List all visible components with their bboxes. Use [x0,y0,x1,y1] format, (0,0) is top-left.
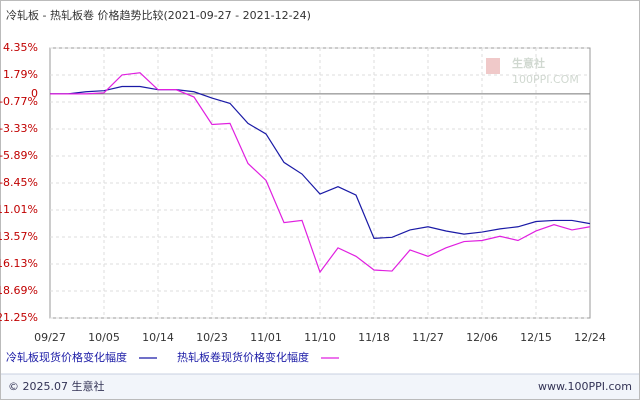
x-tick-label: 10/23 [196,331,228,344]
y-tick-label: -18.69% [0,284,38,297]
legend-label: 冷轧板现货价格变化幅度 [6,350,127,364]
footer-right: www.100PPI.com [538,380,632,393]
y-tick-label: -13.57% [0,230,38,243]
x-tick-label: 10/14 [142,331,174,344]
y-tick-label: 1.79% [3,68,38,81]
watermark: 生意社 100PPI.COM [486,56,579,86]
y-tick-label: -8.45% [0,176,38,189]
y-tick-label: -11.01% [0,203,38,216]
x-tick-label: 09/27 [34,331,66,344]
watermark-name: 生意社 [512,56,545,70]
series-line [50,72,591,274]
x-tick-label: 11/27 [412,331,444,344]
y-tick-label: 4.35% [3,41,38,54]
x-tick-label: 12/24 [574,331,606,344]
x-tick-label: 11/18 [358,331,390,344]
y-tick-label: -3.33% [0,122,38,135]
x-tick-label: 12/06 [466,331,498,344]
chart-title: 冷轧板 - 热轧板卷 价格趋势比较(2021-09-27 - 2021-12-2… [6,8,311,22]
x-tick-label: 11/10 [304,331,336,344]
y-tick-label: -21.25% [0,311,38,324]
x-tick-label: 10/05 [88,331,120,344]
series-line [50,85,591,239]
y-tick-label: 0 [31,87,38,100]
footer-left: © 2025.07 生意社 [8,379,104,393]
x-tick-label: 11/01 [250,331,282,344]
y-tick-label: -16.13% [0,257,38,270]
y-tick-label: -5.89% [0,149,38,162]
x-tick-label: 12/15 [520,331,552,344]
watermark-site: 100PPI.COM [512,73,579,86]
legend-label: 热轧板卷现货价格变化幅度 [177,350,309,364]
y-tick-label: -0.77% [0,95,38,108]
watermark-icon [486,58,500,74]
footer-bar [1,374,639,399]
